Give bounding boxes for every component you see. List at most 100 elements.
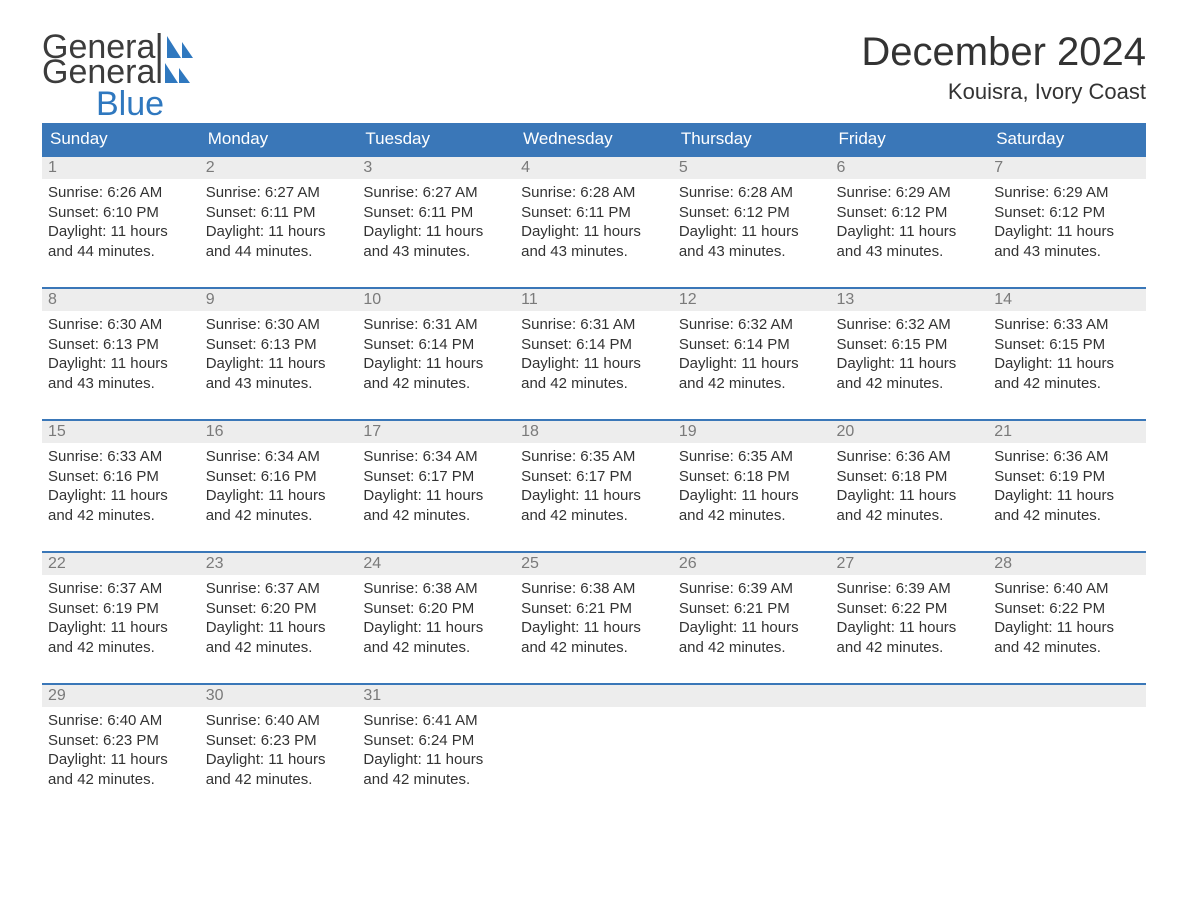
sunrise-text: Sunrise: 6:40 AM: [206, 711, 352, 731]
sunrise-text: Sunrise: 6:27 AM: [363, 183, 509, 203]
calendar-day-cell: [515, 683, 673, 815]
day-number: 15: [42, 419, 200, 443]
daylight-text-2: and 42 minutes.: [994, 638, 1140, 658]
sunset-text: Sunset: 6:14 PM: [679, 335, 825, 355]
daylight-text-2: and 44 minutes.: [48, 242, 194, 262]
sunset-text: Sunset: 6:21 PM: [679, 599, 825, 619]
day-number: 28: [988, 551, 1146, 575]
day-details: Sunrise: 6:27 AMSunset: 6:11 PMDaylight:…: [200, 179, 358, 269]
day-number: 6: [831, 155, 989, 179]
calendar-day-cell: 26Sunrise: 6:39 AMSunset: 6:21 PMDayligh…: [673, 551, 831, 683]
day-details: Sunrise: 6:32 AMSunset: 6:14 PMDaylight:…: [673, 311, 831, 401]
calendar-day-cell: 5Sunrise: 6:28 AMSunset: 6:12 PMDaylight…: [673, 155, 831, 287]
calendar-week-row: 22Sunrise: 6:37 AMSunset: 6:19 PMDayligh…: [42, 551, 1146, 683]
calendar-day-cell: 7Sunrise: 6:29 AMSunset: 6:12 PMDaylight…: [988, 155, 1146, 287]
day-number: 26: [673, 551, 831, 575]
day-details: Sunrise: 6:39 AMSunset: 6:21 PMDaylight:…: [673, 575, 831, 665]
weekday-header: Sunday: [42, 123, 200, 155]
calendar-day-cell: 25Sunrise: 6:38 AMSunset: 6:21 PMDayligh…: [515, 551, 673, 683]
calendar-day-cell: 27Sunrise: 6:39 AMSunset: 6:22 PMDayligh…: [831, 551, 989, 683]
sunrise-text: Sunrise: 6:35 AM: [679, 447, 825, 467]
sunrise-text: Sunrise: 6:32 AM: [679, 315, 825, 335]
calendar-day-cell: 15Sunrise: 6:33 AMSunset: 6:16 PMDayligh…: [42, 419, 200, 551]
calendar-day-cell: 13Sunrise: 6:32 AMSunset: 6:15 PMDayligh…: [831, 287, 989, 419]
day-details: Sunrise: 6:40 AMSunset: 6:23 PMDaylight:…: [200, 707, 358, 797]
flag-icon: [165, 63, 197, 83]
day-number: 20: [831, 419, 989, 443]
day-number: 22: [42, 551, 200, 575]
calendar-day-cell: 22Sunrise: 6:37 AMSunset: 6:19 PMDayligh…: [42, 551, 200, 683]
sunset-text: Sunset: 6:19 PM: [48, 599, 194, 619]
daylight-text-1: Daylight: 11 hours: [206, 618, 352, 638]
daylight-text-1: Daylight: 11 hours: [994, 222, 1140, 242]
calendar-day-cell: 30Sunrise: 6:40 AMSunset: 6:23 PMDayligh…: [200, 683, 358, 815]
sunset-text: Sunset: 6:13 PM: [48, 335, 194, 355]
day-details: Sunrise: 6:33 AMSunset: 6:15 PMDaylight:…: [988, 311, 1146, 401]
day-number: 10: [357, 287, 515, 311]
sunrise-text: Sunrise: 6:38 AM: [521, 579, 667, 599]
sunrise-text: Sunrise: 6:26 AM: [48, 183, 194, 203]
day-number: 5: [673, 155, 831, 179]
daylight-text-2: and 43 minutes.: [48, 374, 194, 394]
calendar-day-cell: 23Sunrise: 6:37 AMSunset: 6:20 PMDayligh…: [200, 551, 358, 683]
sunrise-text: Sunrise: 6:40 AM: [994, 579, 1140, 599]
daylight-text-1: Daylight: 11 hours: [48, 354, 194, 374]
day-number: 30: [200, 683, 358, 707]
sunset-text: Sunset: 6:11 PM: [521, 203, 667, 223]
calendar-day-cell: 20 Sunrise: 6:36 AMSunset: 6:18 PMDayligh…: [831, 419, 989, 551]
sunset-text: Sunset: 6:19 PM: [994, 467, 1140, 487]
day-details: Sunrise: 6:39 AMSunset: 6:22 PMDaylight:…: [831, 575, 989, 665]
daylight-text-2: and 42 minutes.: [48, 770, 194, 790]
calendar-day-cell: 1Sunrise: 6:26 AMSunset: 6:10 PMDaylight…: [42, 155, 200, 287]
day-number: 11: [515, 287, 673, 311]
sunset-text: Sunset: 6:18 PM: [679, 467, 825, 487]
daylight-text-2: and 42 minutes.: [206, 770, 352, 790]
calendar-day-cell: [831, 683, 989, 815]
daylight-text-1: Daylight: 11 hours: [363, 354, 509, 374]
calendar-day-cell: 6Sunrise: 6:29 AMSunset: 6:12 PMDaylight…: [831, 155, 989, 287]
daylight-text-2: and 43 minutes.: [363, 242, 509, 262]
sunrise-text: Sunrise: 6:35 AM: [521, 447, 667, 467]
day-number: 3: [357, 155, 515, 179]
sunrise-text: Sunrise: 6:34 AM: [206, 447, 352, 467]
daylight-text-2: and 42 minutes.: [521, 638, 667, 658]
sunset-text: Sunset: 6:17 PM: [521, 467, 667, 487]
day-details: Sunrise: 6:37 AMSunset: 6:20 PMDaylight:…: [200, 575, 358, 665]
daylight-text-1: Daylight: 11 hours: [206, 750, 352, 770]
day-details: Sunrise: 6:26 AMSunset: 6:10 PMDaylight:…: [42, 179, 200, 269]
daylight-text-1: Daylight: 11 hours: [837, 354, 983, 374]
calendar-day-cell: 16Sunrise: 6:34 AMSunset: 6:16 PMDayligh…: [200, 419, 358, 551]
sunset-text: Sunset: 6:12 PM: [679, 203, 825, 223]
daylight-text-2: and 42 minutes.: [363, 638, 509, 658]
day-details: Sunrise: 6:30 AMSunset: 6:13 PMDaylight:…: [42, 311, 200, 401]
sunrise-text: Sunrise: 6:41 AM: [363, 711, 509, 731]
day-details: Sunrise: 6:31 AMSunset: 6:14 PMDaylight:…: [357, 311, 515, 401]
day-details: Sunrise: 6:29 AMSunset: 6:12 PMDaylight:…: [988, 179, 1146, 269]
sunrise-text: Sunrise: 6:36 AM: [837, 447, 983, 467]
sunset-text: Sunset: 6:24 PM: [363, 731, 509, 751]
weekday-header: Friday: [831, 123, 989, 155]
day-number: 31: [357, 683, 515, 707]
calendar-day-cell: 29Sunrise: 6:40 AMSunset: 6:23 PMDayligh…: [42, 683, 200, 815]
sunset-text: Sunset: 6:12 PM: [837, 203, 983, 223]
daylight-text-2: and 42 minutes.: [679, 638, 825, 658]
daylight-text-1: Daylight: 11 hours: [521, 222, 667, 242]
sunset-text: Sunset: 6:23 PM: [48, 731, 194, 751]
calendar-day-cell: 2Sunrise: 6:27 AMSunset: 6:11 PMDaylight…: [200, 155, 358, 287]
daylight-text-2: and 42 minutes.: [837, 638, 983, 658]
calendar-day-cell: 19Sunrise: 6:35 AMSunset: 6:18 PMDayligh…: [673, 419, 831, 551]
daylight-text-2: and 42 minutes.: [48, 506, 194, 526]
sunset-text: Sunset: 6:18 PM: [837, 467, 983, 487]
day-details: Sunrise: 6:40 AMSunset: 6:22 PMDaylight:…: [988, 575, 1146, 665]
daylight-text-1: Daylight: 11 hours: [837, 486, 983, 506]
sunrise-text: Sunrise: 6:29 AM: [994, 183, 1140, 203]
daylight-text-2: and 42 minutes.: [206, 638, 352, 658]
daylight-text-2: and 42 minutes.: [363, 374, 509, 394]
flag-icon: [167, 36, 197, 58]
month-title: December 2024: [861, 30, 1146, 75]
daylight-text-1: Daylight: 11 hours: [48, 750, 194, 770]
daylight-text-1: Daylight: 11 hours: [679, 222, 825, 242]
calendar-week-row: 8Sunrise: 6:30 AMSunset: 6:13 PMDaylight…: [42, 287, 1146, 419]
daylight-text-2: and 42 minutes.: [994, 374, 1140, 394]
daylight-text-1: Daylight: 11 hours: [994, 618, 1140, 638]
